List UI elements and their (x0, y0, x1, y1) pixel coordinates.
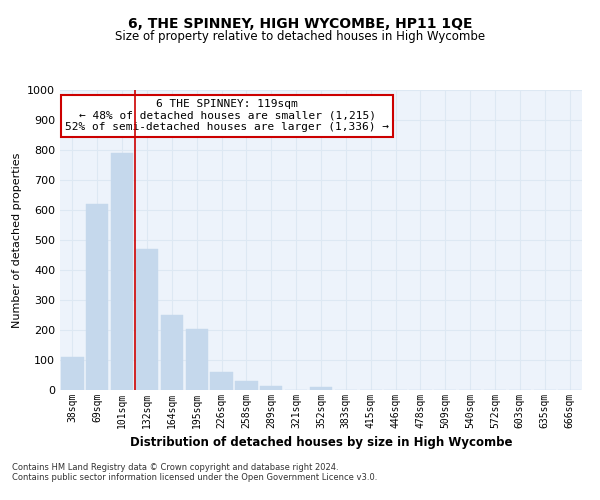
Bar (310, 387, 332, 390)
Text: Size of property relative to detached houses in High Wycombe: Size of property relative to detached ho… (115, 30, 485, 43)
Bar (111, 153, 133, 390)
Bar (136, 249, 158, 390)
Text: Distribution of detached houses by size in High Wycombe: Distribution of detached houses by size … (130, 436, 512, 449)
Bar (260, 386, 283, 390)
Bar (185, 328, 208, 390)
Text: Contains HM Land Registry data © Crown copyright and database right 2024.: Contains HM Land Registry data © Crown c… (12, 464, 338, 472)
Y-axis label: Number of detached properties: Number of detached properties (11, 152, 22, 328)
Text: 6 THE SPINNEY: 119sqm
← 48% of detached houses are smaller (1,215)
52% of semi-d: 6 THE SPINNEY: 119sqm ← 48% of detached … (65, 99, 389, 132)
Bar (161, 315, 183, 390)
Bar (86, 204, 109, 390)
Text: 6, THE SPINNEY, HIGH WYCOMBE, HP11 1QE: 6, THE SPINNEY, HIGH WYCOMBE, HP11 1QE (128, 18, 472, 32)
Bar (211, 372, 233, 390)
Bar (235, 381, 257, 390)
Text: Contains public sector information licensed under the Open Government Licence v3: Contains public sector information licen… (12, 474, 377, 482)
Bar (61, 357, 83, 390)
